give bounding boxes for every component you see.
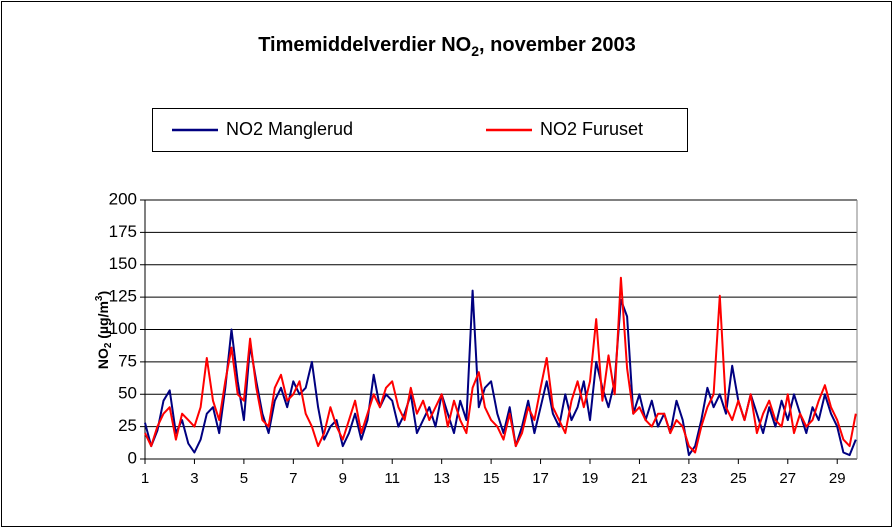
y-tick-label: 200 xyxy=(109,189,137,208)
legend-label: NO2 Manglerud xyxy=(226,119,353,139)
label-part: NO xyxy=(95,348,111,369)
y-axis-label: NO2 (µg/m3) xyxy=(94,291,114,369)
x-tick-label: 19 xyxy=(582,470,599,487)
x-tick-label: 5 xyxy=(240,470,248,487)
x-tick-label: 9 xyxy=(339,470,347,487)
title-part: , november 2003 xyxy=(479,34,636,56)
x-tick-label: 25 xyxy=(730,470,747,487)
title-subscript: 2 xyxy=(471,43,479,59)
chart-title: Timemiddelverdier NO2, november 2003 xyxy=(258,34,636,58)
legend-box xyxy=(152,108,688,152)
y-tick-label: 0 xyxy=(128,448,137,467)
title-part: Timemiddelverdier NO xyxy=(258,34,471,56)
x-tick-label: 17 xyxy=(532,470,549,487)
x-tick-label: 15 xyxy=(483,470,500,487)
label-part: ) xyxy=(95,291,111,296)
x-tick-label: 23 xyxy=(681,470,698,487)
series-line xyxy=(144,276,857,454)
x-tick-label: 27 xyxy=(779,470,796,487)
x-tick-label: 13 xyxy=(433,470,450,487)
x-tick-label: 11 xyxy=(384,470,400,487)
y-tick-label: 50 xyxy=(118,384,137,403)
y-tick-label: 75 xyxy=(118,351,137,370)
label-subscript: 2 xyxy=(103,342,114,348)
label-superscript: 3 xyxy=(94,295,105,301)
x-tick-label: 29 xyxy=(829,470,846,487)
series-line xyxy=(144,289,857,457)
x-tick-label: 21 xyxy=(631,470,648,487)
y-tick-label: 25 xyxy=(118,416,137,435)
x-tick-label: 3 xyxy=(190,470,198,487)
y-tick-label: 150 xyxy=(109,254,137,273)
x-tick-label: 7 xyxy=(289,470,297,487)
y-tick-label: 125 xyxy=(109,287,137,306)
legend-label: NO2 Furuset xyxy=(540,119,643,139)
y-tick-label: 175 xyxy=(109,222,137,241)
label-part: (µg/m xyxy=(95,301,111,343)
y-tick-label: 100 xyxy=(109,319,137,338)
x-tick-label: 1 xyxy=(141,470,149,487)
